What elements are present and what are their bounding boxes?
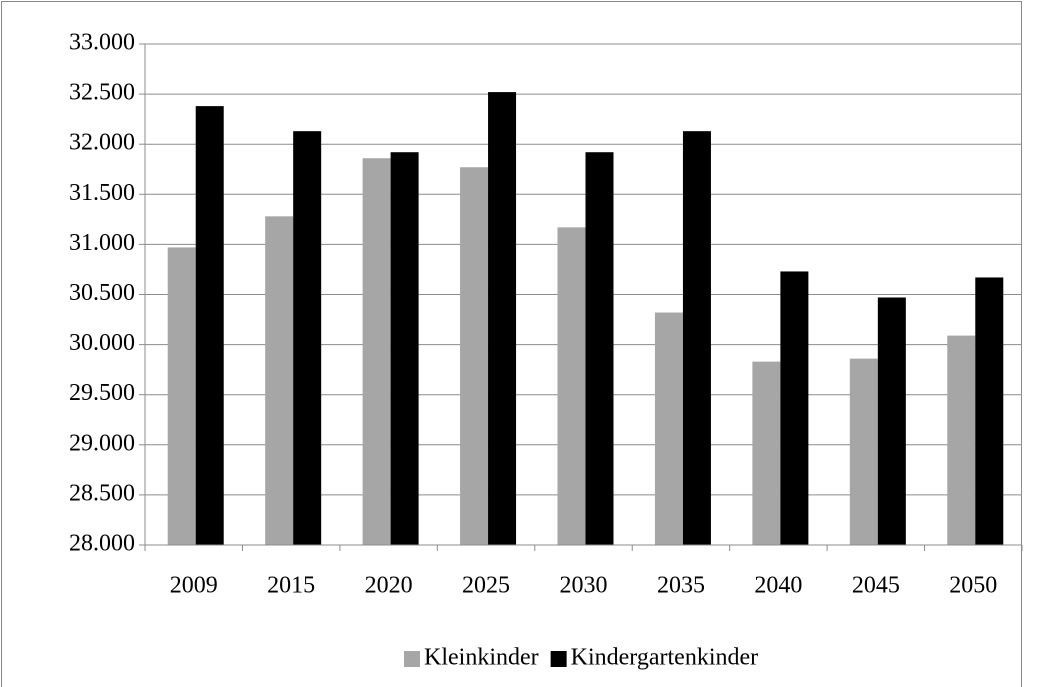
x-tick-label: 2030 bbox=[560, 573, 608, 599]
bar bbox=[752, 361, 781, 545]
bar bbox=[780, 271, 809, 545]
x-tick-label: 2025 bbox=[462, 573, 510, 599]
bar bbox=[877, 297, 906, 545]
bar bbox=[390, 152, 419, 545]
y-tick-label: 28.500 bbox=[69, 480, 135, 506]
bar bbox=[293, 131, 322, 545]
legend-swatch bbox=[404, 651, 420, 667]
x-tick-label: 2050 bbox=[949, 573, 997, 599]
bar bbox=[265, 216, 294, 545]
bar bbox=[362, 158, 391, 545]
bar bbox=[195, 106, 224, 546]
y-tick-label: 29.000 bbox=[69, 430, 135, 456]
legend-label: Kindergartenkinder bbox=[571, 645, 759, 671]
x-tick-label: 2009 bbox=[170, 573, 218, 599]
y-tick-label: 31.500 bbox=[69, 180, 135, 206]
y-tick-label: 31.000 bbox=[69, 230, 135, 256]
bar bbox=[975, 277, 1004, 545]
y-tick-label: 30.500 bbox=[69, 280, 135, 306]
bar bbox=[849, 358, 878, 545]
bar bbox=[682, 131, 711, 545]
bar bbox=[460, 167, 489, 545]
bar bbox=[167, 247, 196, 545]
bar bbox=[557, 227, 586, 545]
x-tick-label: 2045 bbox=[852, 573, 900, 599]
y-tick-label: 33.000 bbox=[69, 30, 135, 56]
x-tick-label: 2015 bbox=[267, 573, 315, 599]
y-tick-label: 30.000 bbox=[69, 330, 135, 356]
x-tick-label: 2040 bbox=[754, 573, 802, 599]
y-tick-label: 32.000 bbox=[69, 130, 135, 156]
legend-label: Kleinkinder bbox=[424, 645, 539, 671]
legend-swatch bbox=[550, 651, 567, 667]
chart-frame bbox=[1, 1, 1022, 687]
bar bbox=[947, 335, 976, 545]
bar bbox=[488, 92, 517, 545]
y-tick-label: 28.000 bbox=[69, 531, 135, 557]
x-tick-label: 2020 bbox=[365, 573, 413, 599]
bar bbox=[654, 312, 683, 545]
bar bbox=[585, 152, 614, 545]
y-tick-label: 32.500 bbox=[69, 80, 135, 106]
y-tick-label: 29.500 bbox=[69, 380, 135, 406]
x-tick-label: 2035 bbox=[657, 573, 705, 599]
